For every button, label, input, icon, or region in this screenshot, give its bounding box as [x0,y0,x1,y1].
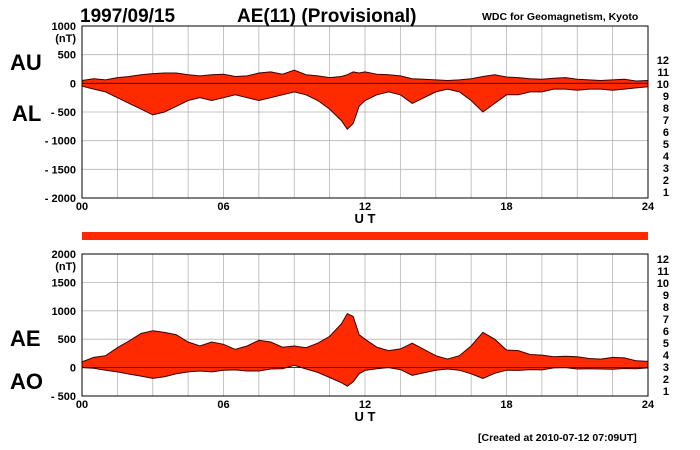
station-count-label: 10 [657,79,669,91]
created-timestamp: [Created at 2010-07-12 07:09UT] [478,432,637,444]
x-tick-label: 18 [500,399,512,411]
station-count-label: 2 [663,175,669,187]
y-tick-label: 500 [58,334,76,346]
source-label: WDC for Geomagnetism, Kyoto [482,11,638,23]
station-count-label: 11 [657,266,669,278]
x-axis-title: U T [355,409,376,424]
station-count-label: 1 [663,187,669,199]
station-count-label: 1 [663,386,669,398]
au-al-panel: 1000 500 0 - 500 - 1000 - 1500 - 2000 (nT) 00 06 1… [45,21,655,226]
x-tick-label: 06 [217,399,229,411]
station-count-label: 11 [657,67,669,79]
al-label: AL [12,101,41,126]
station-count-label: 2 [663,374,669,386]
plot-frame [81,25,649,199]
station-count-label: 7 [663,115,669,127]
station-count-label: 6 [663,127,669,139]
y-tick-label: 2000 [52,249,76,261]
station-count-label: 4 [663,350,670,362]
y-tick-label: - 2000 [45,193,76,205]
upper-series-line-au [81,69,649,82]
y-tick-label: 500 [58,50,76,62]
y-tick-label: - 500 [51,391,76,403]
x-tick-label: 24 [642,201,655,213]
station-count-label: 5 [663,139,669,151]
x-tick-label: 00 [76,201,88,213]
station-count-label: 4 [663,151,670,163]
station-count-label: 8 [663,302,669,314]
data-availability-bar [82,232,648,240]
x-tick-label: 06 [217,201,229,213]
x-tick-label: 18 [500,201,512,213]
station-count-label: 12 [657,254,669,266]
x-tick-label: 12 [359,399,371,411]
upper-series-line-ae [81,312,649,363]
y-tick-label: - 1000 [45,136,76,148]
y-tick-label: 0 [70,78,76,90]
date-title: 1997/09/15 [80,6,176,27]
unit-label: (nT) [55,261,76,273]
index-band-fill [82,70,648,130]
ae-label: AE [10,326,41,351]
y-tick-label: - 500 [51,107,76,119]
y-tick-label: - 1500 [45,164,76,176]
ao-label: AO [10,369,43,394]
x-tick-label: 00 [76,399,88,411]
station-count-label: 3 [663,362,669,374]
station-count-label: 3 [663,163,669,175]
plot-frame [81,253,649,397]
station-count-label: 10 [657,278,669,290]
au-label: AU [10,50,42,75]
lower-series-line-ao [81,364,649,387]
station-count-label: 5 [663,338,669,350]
y-tick-label: 1000 [52,21,76,33]
station-count-label: 7 [663,314,669,326]
index-title: AE(11) (Provisional) [237,6,417,27]
y-tick-label: 0 [70,363,76,375]
ae-ao-panel: 2000 1500 1000 500 0 - 500 (nT) 00 06 12 18 24 U T [51,249,655,424]
station-count-label: 8 [663,103,669,115]
station-count-label: 12 [657,55,669,67]
lower-series-line-al [81,85,649,130]
y-tick-label: 1000 [52,306,76,318]
station-count-label: 6 [663,326,669,338]
x-axis-title: U T [355,211,376,226]
station-count-label: 9 [663,91,669,103]
station-count-label: 9 [663,290,669,302]
unit-label: (nT) [55,33,76,45]
x-tick-label: 24 [642,399,655,411]
y-tick-label: 1500 [52,277,76,289]
x-tick-label: 12 [359,201,371,213]
